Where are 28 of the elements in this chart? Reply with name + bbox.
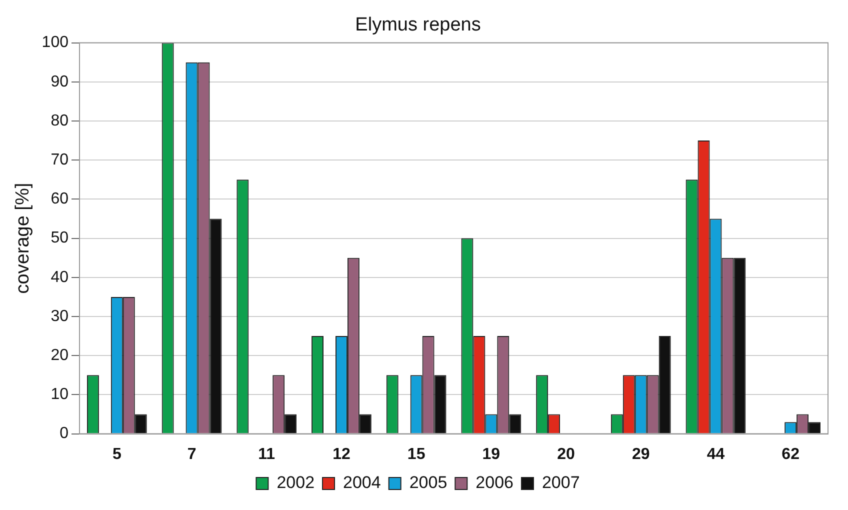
y-tick-label: 100 xyxy=(42,34,69,52)
y-tick-label: 10 xyxy=(50,386,69,404)
legend-label: 2004 xyxy=(343,473,381,492)
y-tick-label: 60 xyxy=(50,190,69,208)
x-tick-label: 12 xyxy=(332,446,350,463)
legend-label: 2007 xyxy=(542,473,580,492)
y-tick-label: 70 xyxy=(50,152,69,169)
y-tick-label: 90 xyxy=(50,73,69,90)
legend-label: 2002 xyxy=(276,473,315,492)
legend-label: 2006 xyxy=(476,473,514,492)
x-tick-label: 62 xyxy=(782,446,800,463)
x-tick-label: 20 xyxy=(557,446,576,463)
y-tick-label: 20 xyxy=(50,347,69,364)
x-tick-label: 7 xyxy=(187,446,196,463)
y-tick-label: 80 xyxy=(50,112,69,130)
x-tick-label: 15 xyxy=(407,446,426,463)
x-tick-label: 44 xyxy=(706,446,725,463)
x-tick-label: 11 xyxy=(258,446,276,463)
x-tick-label: 29 xyxy=(632,446,650,463)
y-tick-label: 30 xyxy=(50,308,69,325)
y-tick-label: 50 xyxy=(50,230,69,247)
x-tick-label: 19 xyxy=(482,446,500,463)
y-tick-label: 0 xyxy=(60,425,69,442)
y-tick-label: 40 xyxy=(50,268,69,286)
chart-title: Elymus repens xyxy=(355,14,481,36)
legend-label: 2005 xyxy=(409,473,448,492)
x-tick-label: 5 xyxy=(112,446,122,463)
y-axis-title: coverage [%] xyxy=(12,182,34,294)
